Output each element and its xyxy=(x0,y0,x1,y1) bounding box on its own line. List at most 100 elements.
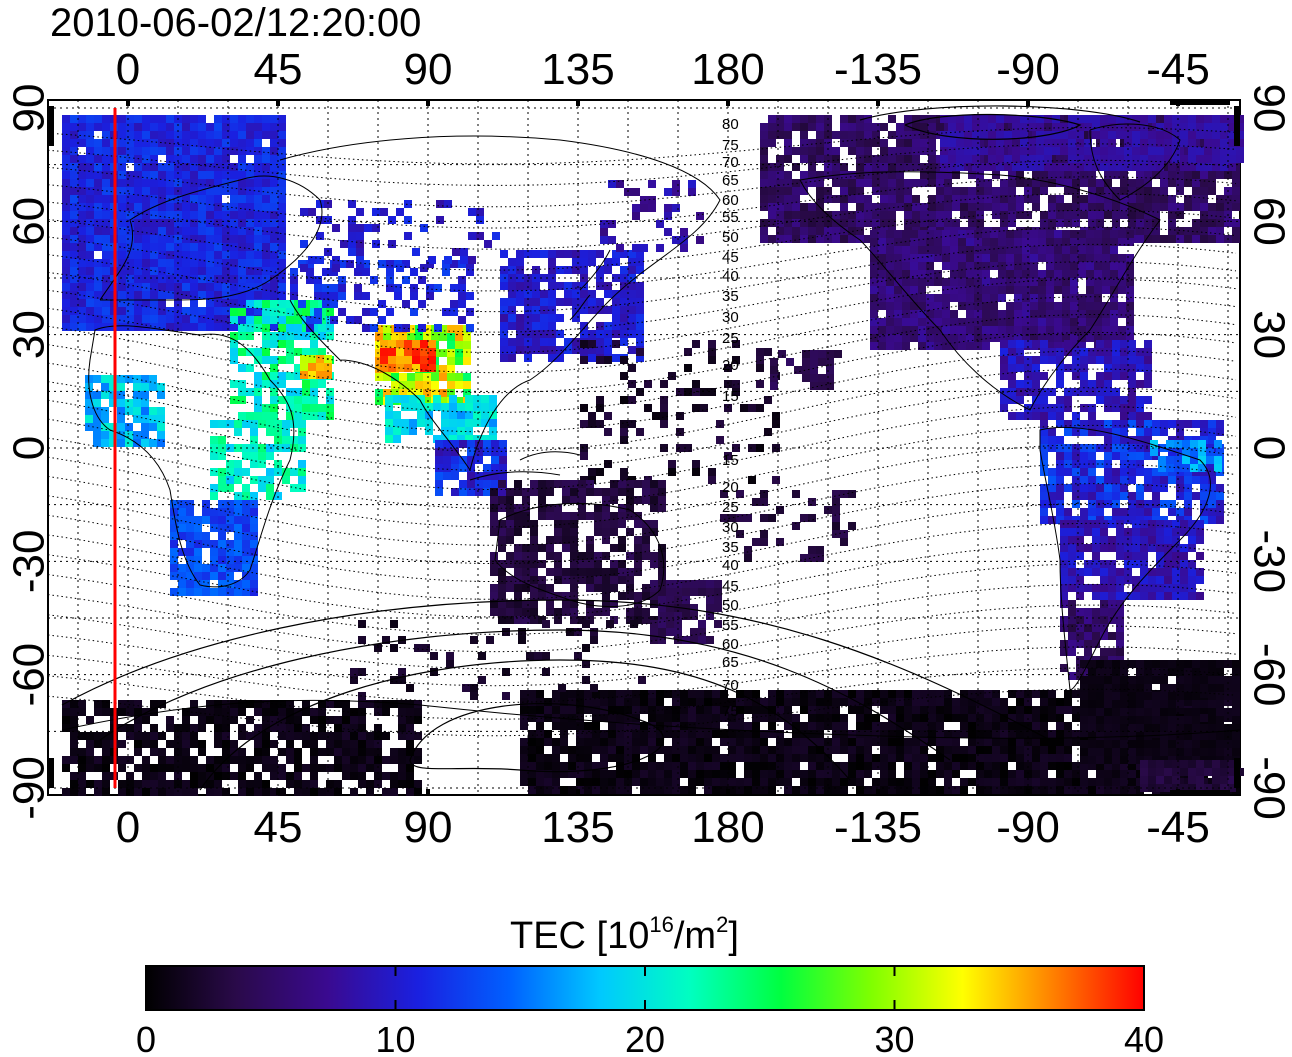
tec-cell xyxy=(318,332,326,340)
tec-cell xyxy=(294,732,302,740)
tec-cell xyxy=(362,268,370,276)
tec-cell xyxy=(618,568,626,576)
tec-cell xyxy=(658,480,666,488)
tec-cell xyxy=(118,788,126,796)
tec-cell xyxy=(620,436,628,444)
tec-cell xyxy=(808,514,816,522)
tec-cell xyxy=(1072,468,1080,476)
tec-cell xyxy=(880,211,888,219)
tec-cell xyxy=(1112,388,1120,396)
tec-cell xyxy=(1096,340,1104,348)
tec-cell xyxy=(254,203,262,211)
tec-cell xyxy=(856,163,864,171)
tec-cell xyxy=(134,123,142,131)
tec-cell xyxy=(286,780,294,788)
tec-cell xyxy=(393,427,401,435)
tec-cell xyxy=(1068,616,1076,624)
tec-cell xyxy=(484,240,492,248)
tec-cell xyxy=(682,604,690,612)
tec-cell xyxy=(250,460,258,468)
tec-cell xyxy=(1094,318,1102,326)
tec-cell xyxy=(808,171,816,179)
tec-cell xyxy=(318,380,326,388)
tec-cell xyxy=(1144,412,1152,420)
tec-cell xyxy=(489,395,497,403)
tec-cell xyxy=(548,290,556,298)
tec-cell xyxy=(1008,364,1016,372)
tec-cell xyxy=(278,115,286,123)
tec-cell xyxy=(840,195,848,203)
tec-cell xyxy=(904,139,912,147)
tec-cell xyxy=(540,290,548,298)
tec-cell xyxy=(602,552,610,560)
tec-cell xyxy=(222,724,230,732)
tec-cell xyxy=(126,291,134,299)
tec-cell xyxy=(118,267,126,275)
tec-cell xyxy=(426,292,434,300)
tec-cell xyxy=(1152,500,1160,508)
tec-cell xyxy=(514,576,522,584)
tec-cell xyxy=(716,436,724,444)
tec-cell xyxy=(500,354,508,362)
tec-cell xyxy=(632,188,640,196)
tec-cell xyxy=(234,524,242,532)
tec-cell xyxy=(246,316,254,324)
tec-cell xyxy=(465,403,473,411)
tec-cell xyxy=(1054,318,1062,326)
tec-cell xyxy=(270,195,278,203)
tec-cell xyxy=(724,364,732,372)
tec-cell xyxy=(1140,155,1148,163)
tec-cell xyxy=(768,235,776,243)
tec-cell xyxy=(1120,492,1128,500)
tec-cell xyxy=(864,147,872,155)
tec-cell xyxy=(1168,171,1176,179)
tec-cell xyxy=(86,323,94,331)
tec-cell xyxy=(532,250,540,258)
tec-cell xyxy=(466,324,474,332)
tec-cell xyxy=(1152,468,1160,476)
tec-cell xyxy=(270,219,278,227)
tec-cell xyxy=(824,147,832,155)
tec-cell xyxy=(578,560,586,568)
tec-cell xyxy=(78,307,86,315)
tec-cell xyxy=(500,314,508,322)
tec-cell xyxy=(658,560,666,568)
tec-cell xyxy=(776,115,784,123)
tec-cell xyxy=(1112,468,1120,476)
tec-cell xyxy=(1102,334,1110,342)
tec-cell xyxy=(1118,302,1126,310)
tec-cell xyxy=(310,772,318,780)
tec-cell xyxy=(86,780,94,788)
tec-cell xyxy=(476,216,484,224)
tec-cell xyxy=(1064,211,1072,219)
tec-cell xyxy=(696,236,704,244)
tec-cell xyxy=(396,364,404,372)
tec-cell xyxy=(674,628,682,636)
tec-cell xyxy=(516,258,524,266)
tec-cell xyxy=(1016,340,1024,348)
tec-cell xyxy=(62,291,70,299)
tec-cell xyxy=(78,772,86,780)
tec-cell xyxy=(902,278,910,286)
tec-cell xyxy=(388,348,396,356)
tec-cell xyxy=(94,299,102,307)
tec-cell xyxy=(117,407,125,415)
tec-cell xyxy=(447,381,455,389)
tec-cell xyxy=(310,732,318,740)
tec-cell xyxy=(974,262,982,270)
tec-cell xyxy=(250,532,258,540)
tec-cell xyxy=(234,540,242,548)
tec-cell xyxy=(401,419,409,427)
tec-cell xyxy=(1192,179,1200,187)
tec-cell xyxy=(222,323,230,331)
tec-cell xyxy=(1024,340,1032,348)
tec-cell xyxy=(294,388,302,396)
tec-cell xyxy=(570,560,578,568)
tec-cell xyxy=(198,259,206,267)
tec-cell xyxy=(634,600,642,608)
tec-cell xyxy=(992,187,1000,195)
tec-cell xyxy=(126,772,134,780)
tec-cell xyxy=(1072,219,1080,227)
tec-cell xyxy=(522,544,530,552)
tec-cell xyxy=(133,399,141,407)
